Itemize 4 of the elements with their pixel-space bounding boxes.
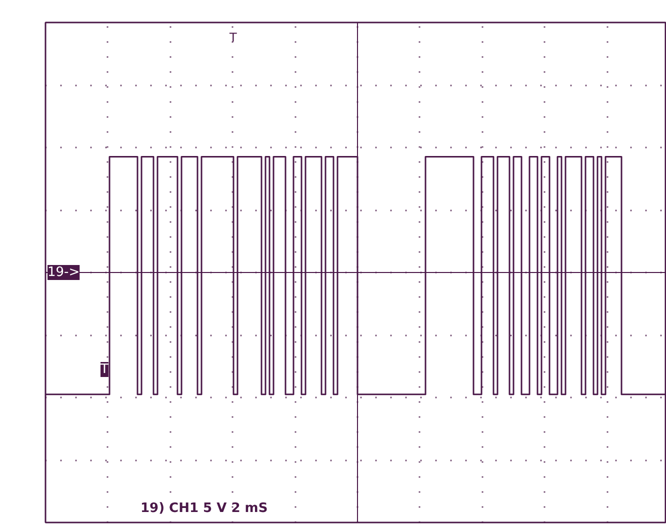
text: 19) CH1 5 V 2 mS — [140, 501, 268, 516]
annotation: T — [100, 362, 108, 377]
text: T — [228, 30, 238, 44]
annotation: 19-> — [48, 265, 80, 280]
